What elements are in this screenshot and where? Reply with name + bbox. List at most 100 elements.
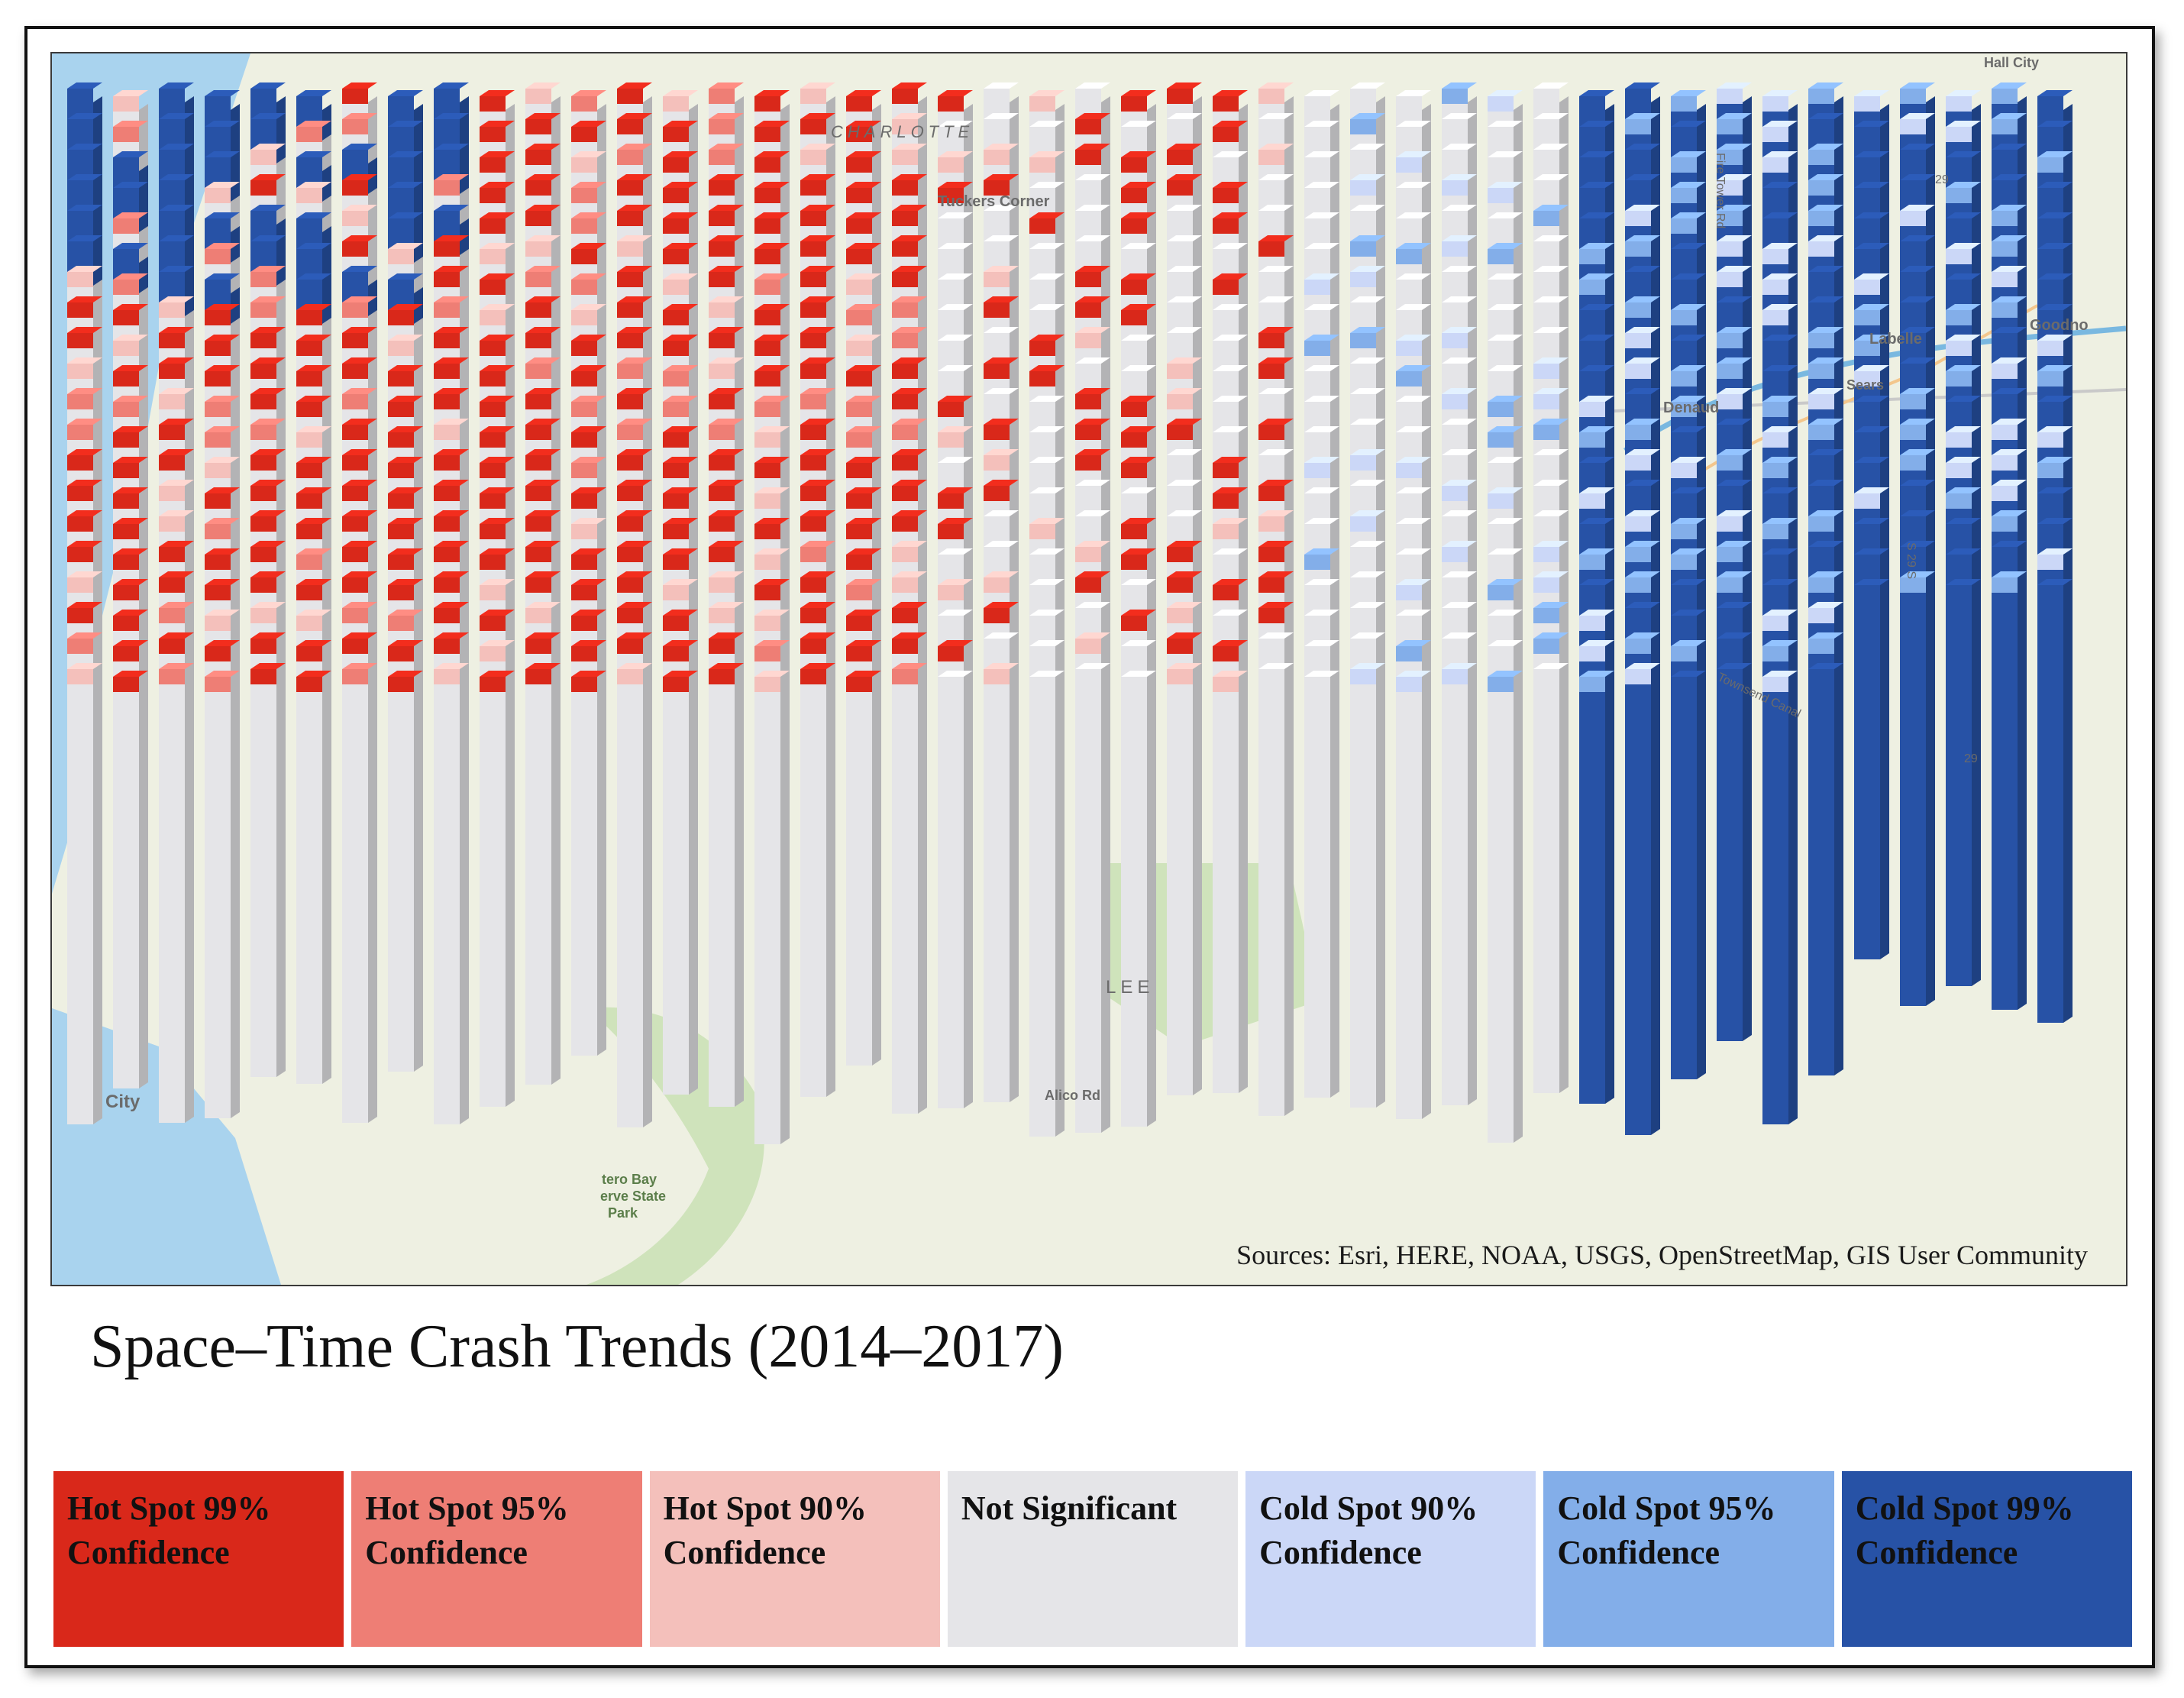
bin-cap-top bbox=[296, 304, 331, 310]
bin-cap-top bbox=[1808, 510, 1843, 516]
bin-cap bbox=[1900, 577, 1926, 593]
bin-cap-top bbox=[1121, 457, 1156, 463]
bin-cap bbox=[1029, 96, 1055, 112]
bin-column bbox=[1671, 691, 1697, 1046]
bin-cap bbox=[159, 455, 185, 471]
bin-cap-top bbox=[617, 510, 652, 516]
bin-cap-top bbox=[1213, 579, 1248, 585]
bin-cap bbox=[296, 371, 322, 386]
bin-cap-top bbox=[1167, 113, 1202, 119]
bin-cap-top bbox=[1121, 548, 1156, 555]
bin-cap bbox=[1396, 127, 1422, 142]
bin-cap-top bbox=[846, 212, 881, 218]
bin-cap bbox=[159, 241, 185, 257]
bin-cap-top bbox=[525, 113, 561, 119]
bin-cap bbox=[1671, 677, 1697, 692]
bin-cap bbox=[938, 310, 964, 325]
legend-cold-spot-99: Cold Spot 99% Confidence bbox=[1841, 1471, 2132, 1647]
bin-cap bbox=[571, 493, 597, 509]
bin-cap-top bbox=[938, 212, 973, 218]
bin-cap-top bbox=[67, 357, 102, 364]
bin-cap-top bbox=[1304, 121, 1339, 127]
bin-cap-top bbox=[1717, 419, 1752, 425]
bin-cap bbox=[846, 280, 872, 295]
bin-cap bbox=[1579, 127, 1605, 142]
bin-cap-top bbox=[1213, 182, 1248, 188]
bin-cap-top bbox=[984, 82, 1019, 89]
bin-cap-top bbox=[1762, 212, 1798, 218]
bin-cap bbox=[2037, 188, 2063, 203]
bin-cap bbox=[2037, 280, 2063, 295]
bin-cap bbox=[1808, 180, 1834, 196]
bin-cap-top bbox=[1717, 480, 1752, 486]
bin-cap bbox=[1213, 96, 1239, 112]
bin-column bbox=[1121, 691, 1147, 1127]
bin-cap bbox=[113, 432, 139, 448]
bin-cap-top bbox=[525, 510, 561, 516]
bin-column-side bbox=[643, 677, 652, 1127]
bin-cap bbox=[1213, 646, 1239, 661]
bin-cap bbox=[571, 280, 597, 295]
bin-cap bbox=[1625, 89, 1651, 104]
bin-cap bbox=[1258, 241, 1284, 257]
bin-cap bbox=[1946, 218, 1972, 234]
map-canvas[interactable]: CHARLOTTE Tuckers Corner Hall City Label… bbox=[52, 53, 2126, 1285]
bin-cap-top bbox=[1854, 90, 1889, 96]
bin-column-side bbox=[872, 684, 881, 1066]
bin-cap-top bbox=[1533, 571, 1569, 577]
bin-cap-top bbox=[1442, 571, 1477, 577]
bin-cap-top bbox=[709, 480, 744, 486]
bin-cap bbox=[67, 639, 93, 654]
bin-cap-top bbox=[67, 388, 102, 394]
bin-cap bbox=[205, 646, 231, 661]
bin-cap bbox=[892, 547, 918, 562]
bin-cap-top bbox=[1533, 113, 1569, 119]
bin-cap-top bbox=[709, 602, 744, 608]
bin-cap bbox=[1900, 211, 1926, 226]
bin-cap bbox=[1258, 364, 1284, 379]
bin-cap bbox=[480, 432, 506, 448]
bin-cap-top bbox=[571, 457, 606, 463]
bin-cap-top bbox=[754, 457, 790, 463]
bin-cap-top bbox=[434, 419, 469, 425]
bin-cap bbox=[1029, 341, 1055, 356]
bin-cap bbox=[1762, 677, 1788, 692]
bin-cap bbox=[800, 333, 826, 348]
bin-cap-top bbox=[67, 82, 102, 89]
bin-cap bbox=[67, 516, 93, 532]
bin-cap bbox=[1808, 302, 1834, 318]
bin-cap-top bbox=[1442, 266, 1477, 272]
bin-cap-top bbox=[1900, 541, 1935, 547]
bin-cap bbox=[1533, 211, 1559, 226]
bin-cap bbox=[1442, 608, 1468, 623]
bin-cap-top bbox=[1579, 243, 1614, 249]
bin-cap bbox=[938, 585, 964, 600]
bin-cap bbox=[113, 677, 139, 692]
bin-cap bbox=[205, 310, 231, 325]
bin-cap-top bbox=[800, 602, 835, 608]
space-time-cube-map[interactable]: CHARLOTTE Tuckers Corner Hall City Label… bbox=[50, 52, 2127, 1286]
bin-cap-top bbox=[1625, 82, 1660, 89]
bin-cap bbox=[800, 241, 826, 257]
bin-cap bbox=[663, 555, 689, 570]
bin-cap bbox=[663, 127, 689, 142]
bin-cap bbox=[388, 96, 414, 112]
bin-cap-top bbox=[159, 663, 194, 669]
bin-cap bbox=[709, 516, 735, 532]
bin-cap-top bbox=[250, 296, 286, 302]
bin-cap bbox=[754, 188, 780, 203]
bin-cap bbox=[113, 493, 139, 509]
bin-cap bbox=[1488, 96, 1514, 112]
bin-cap-top bbox=[434, 541, 469, 547]
bin-cap-top bbox=[1946, 151, 1981, 157]
bin-cap bbox=[754, 371, 780, 386]
bin-column bbox=[1029, 691, 1055, 1137]
bin-cap bbox=[800, 272, 826, 287]
bin-cap-top bbox=[1488, 121, 1523, 127]
bin-cap-top bbox=[1946, 365, 1981, 371]
bin-cap-top bbox=[1304, 151, 1339, 157]
bin-cap-top bbox=[113, 182, 148, 188]
bin-cap bbox=[1488, 280, 1514, 295]
bin-cap bbox=[1350, 486, 1376, 501]
bin-cap-top bbox=[1213, 487, 1248, 493]
